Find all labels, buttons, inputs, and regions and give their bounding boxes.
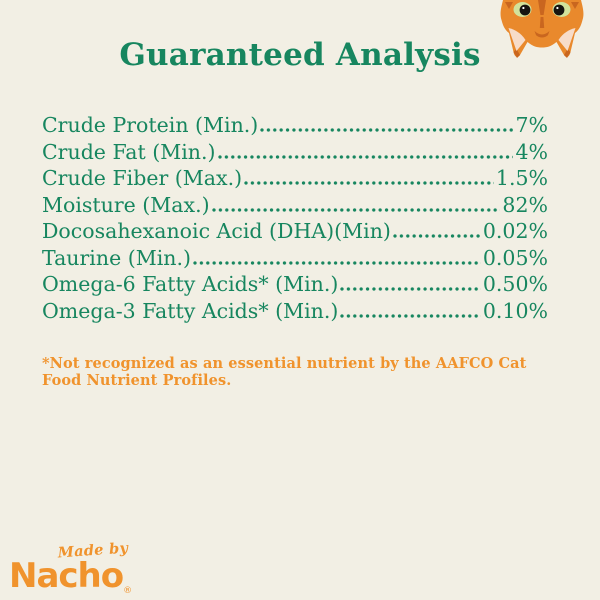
dot-leader — [217, 154, 514, 159]
dot-leader — [244, 181, 494, 185]
dot-leader — [192, 260, 481, 265]
analysis-row: Omega-3 Fatty Acids* (Min.) 0.10% — [42, 299, 548, 326]
analysis-row-label: Crude Fat (Min.) — [42, 139, 216, 164]
analysis-row-label: Omega-3 Fatty Acids* (Min.) — [42, 298, 339, 323]
dot-leader — [392, 234, 481, 238]
analysis-row-value: 0.10% — [482, 298, 548, 323]
dot-leader — [340, 313, 481, 318]
analysis-row: Docosahexanoic Acid (DHA)(Min) 0.02% — [42, 219, 548, 246]
analysis-row-value: 82% — [502, 192, 548, 217]
logo-brand-name: Nacho — [9, 556, 124, 596]
footnote: *Not recognized as an essential nutrient… — [42, 355, 527, 389]
analysis-row-value: 0.05% — [482, 245, 548, 270]
analysis-row-label: Docosahexanoic Acid (DHA)(Min) — [42, 219, 391, 243]
analysis-row-value: 7% — [515, 113, 548, 137]
analysis-row-value: 0.50% — [482, 272, 548, 296]
analysis-row-label: Crude Protein (Min.) — [42, 113, 259, 137]
analysis-row: Taurine (Min.) 0.05% — [42, 246, 548, 273]
dot-leader — [260, 128, 514, 132]
cat-peeking-icon — [500, 0, 584, 58]
analysis-row-value: 0.02% — [482, 219, 548, 243]
dot-leader — [340, 287, 481, 291]
analysis-list: Crude Protein (Min.) 7% Crude Fat (Min.)… — [42, 113, 548, 325]
analysis-row-value: 1.5% — [495, 166, 548, 190]
analysis-row-label: Omega-6 Fatty Acids* (Min.) — [42, 272, 339, 296]
registered-trademark-icon: ® — [123, 586, 133, 596]
analysis-row: Crude Protein (Min.) 7% — [42, 113, 548, 140]
analysis-row-value: 4% — [515, 139, 548, 164]
analysis-row: Omega-6 Fatty Acids* (Min.) 0.50% — [42, 272, 548, 299]
brand-logo: Made by Nacho® — [9, 539, 159, 596]
analysis-row: Crude Fiber (Max.) 1.5% — [42, 166, 548, 193]
analysis-row-label: Crude Fiber (Max.) — [42, 166, 243, 190]
analysis-row: Crude Fat (Min.) 4% — [42, 140, 548, 167]
dot-leader — [211, 207, 501, 212]
analysis-row: Moisture (Max.) 82% — [42, 193, 548, 220]
analysis-row-label: Taurine (Min.) — [42, 245, 191, 270]
page-title: Guaranteed Analysis — [119, 37, 481, 73]
analysis-row-label: Moisture (Max.) — [42, 192, 210, 217]
logo-tagline: Made by — [57, 539, 129, 562]
